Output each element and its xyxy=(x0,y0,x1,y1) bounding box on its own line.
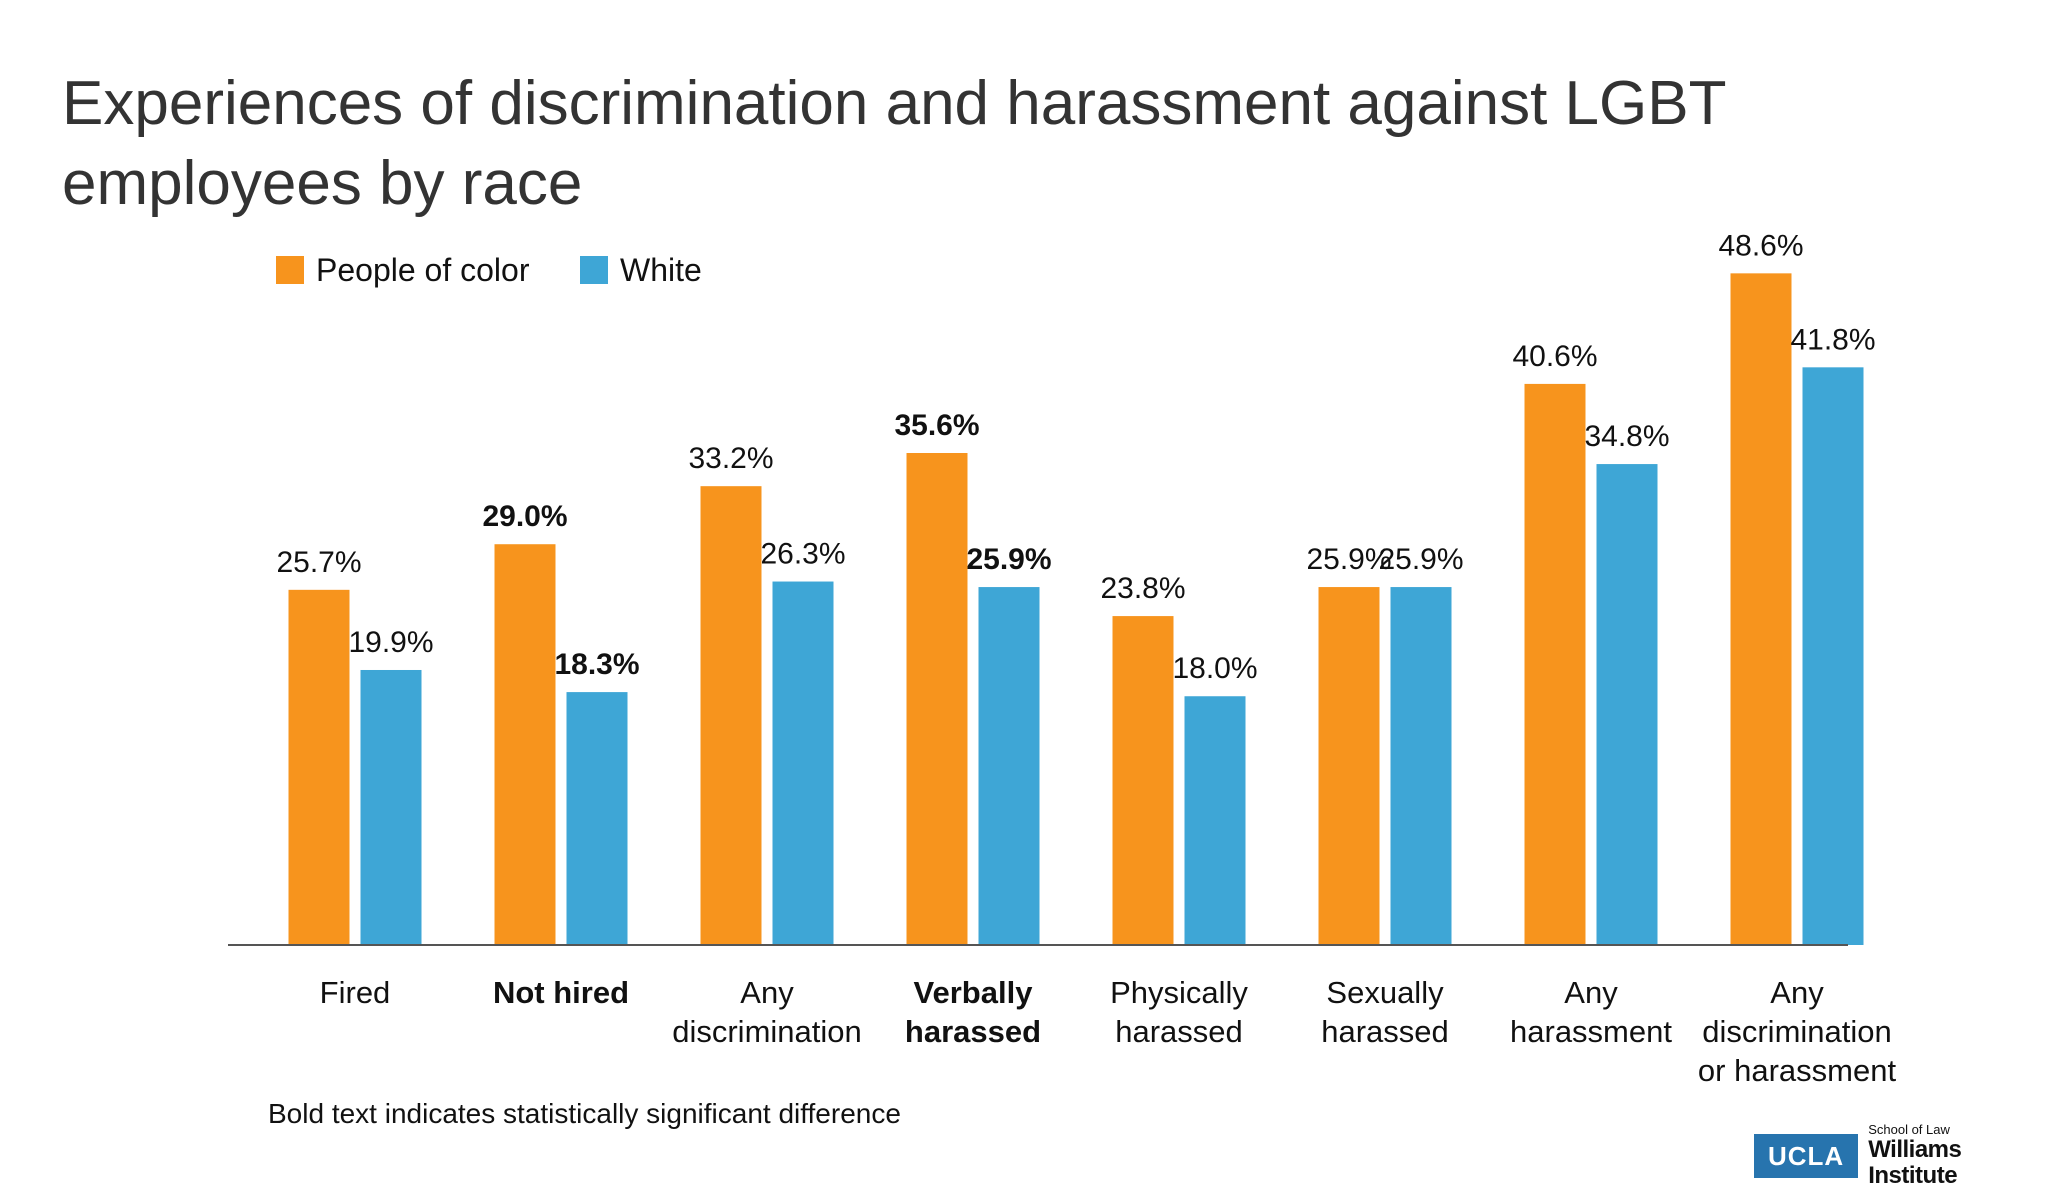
value-label-people-of-color-3: 35.6% xyxy=(894,409,979,442)
category-label-1: Not hired xyxy=(493,975,629,1010)
bars xyxy=(288,273,1864,946)
bar-people-of-color-0 xyxy=(288,589,350,945)
value-label-people-of-color-6: 40.6% xyxy=(1512,340,1597,373)
value-label-white-4: 18.0% xyxy=(1172,652,1257,685)
bar-white-6 xyxy=(1596,464,1658,945)
legend: People of color White xyxy=(276,252,702,288)
value-label-white-2: 26.3% xyxy=(760,538,845,571)
category-labels: Fired Not hired Any discrimination Verbally h… xyxy=(320,975,1897,1088)
value-label-people-of-color-0: 25.7% xyxy=(276,546,361,579)
legend-label-white: White xyxy=(620,252,702,288)
ucla-williams-logo: UCLA School of Law Williams Institute xyxy=(1754,1123,2048,1189)
bar-white-4 xyxy=(1184,696,1246,945)
legend-swatch-white xyxy=(580,256,608,284)
value-labels: 25.7% 19.9% 29.0% 18.3% 33.2% 26.3% 35.6% 25.9%… xyxy=(276,229,1875,685)
value-label-people-of-color-4: 23.8% xyxy=(1100,572,1185,605)
logo-ucla-box: UCLA xyxy=(1754,1134,1859,1178)
category-label-7: discrimination xyxy=(1702,1014,1892,1049)
bar-people-of-color-2 xyxy=(700,486,762,945)
category-label-3: harassed xyxy=(905,1014,1041,1049)
bar-people-of-color-3 xyxy=(906,453,968,945)
value-label-white-6: 34.8% xyxy=(1584,420,1669,453)
value-label-people-of-color-5: 25.9% xyxy=(1306,543,1391,576)
bar-white-2 xyxy=(772,581,834,945)
category-label-7: Any xyxy=(1770,975,1824,1010)
value-label-white-1: 18.3% xyxy=(554,648,639,681)
logo-institute: Williams Institute xyxy=(1868,1136,1962,1189)
value-label-white-3: 25.9% xyxy=(966,543,1051,576)
value-label-people-of-color-1: 29.0% xyxy=(482,500,567,533)
bar-white-0 xyxy=(360,669,422,945)
category-label-0: Fired xyxy=(320,975,391,1010)
category-label-2: Any xyxy=(740,975,794,1010)
category-label-4: Physically xyxy=(1110,975,1248,1010)
value-label-people-of-color-7: 48.6% xyxy=(1718,229,1803,262)
bar-white-7 xyxy=(1802,367,1864,946)
chart-title: Experiences of discrimination and harass… xyxy=(62,69,1726,218)
value-label-people-of-color-2: 33.2% xyxy=(688,442,773,475)
category-label-4: harassed xyxy=(1115,1014,1243,1049)
category-label-3: Verbally xyxy=(914,975,1034,1010)
bar-white-3 xyxy=(978,587,1040,945)
value-label-white-0: 19.9% xyxy=(348,626,433,659)
category-label-5: harassed xyxy=(1321,1014,1449,1049)
logo-school: School of Law xyxy=(1868,1122,1950,1137)
value-label-white-7: 41.8% xyxy=(1790,323,1875,356)
legend-label-people-of-color: People of color xyxy=(316,252,530,288)
category-label-2: discrimination xyxy=(672,1014,862,1049)
bar-white-1 xyxy=(566,692,628,945)
category-label-5: Sexually xyxy=(1326,975,1444,1010)
category-label-6: Any xyxy=(1564,975,1618,1010)
category-label-6: harassment xyxy=(1510,1014,1672,1049)
bar-people-of-color-6 xyxy=(1524,383,1586,946)
category-label-7: or harassment xyxy=(1698,1053,1897,1088)
bar-people-of-color-4 xyxy=(1112,616,1174,945)
bar-people-of-color-7 xyxy=(1730,273,1792,945)
value-label-white-5: 25.9% xyxy=(1378,543,1463,576)
logo-text: School of Law Williams Institute xyxy=(1858,1123,2048,1189)
bar-people-of-color-1 xyxy=(494,544,556,945)
bar-people-of-color-5 xyxy=(1318,587,1380,945)
legend-swatch-people-of-color xyxy=(276,256,304,284)
bar-white-5 xyxy=(1390,587,1452,945)
footnote: Bold text indicates statistically signif… xyxy=(268,1098,901,1129)
